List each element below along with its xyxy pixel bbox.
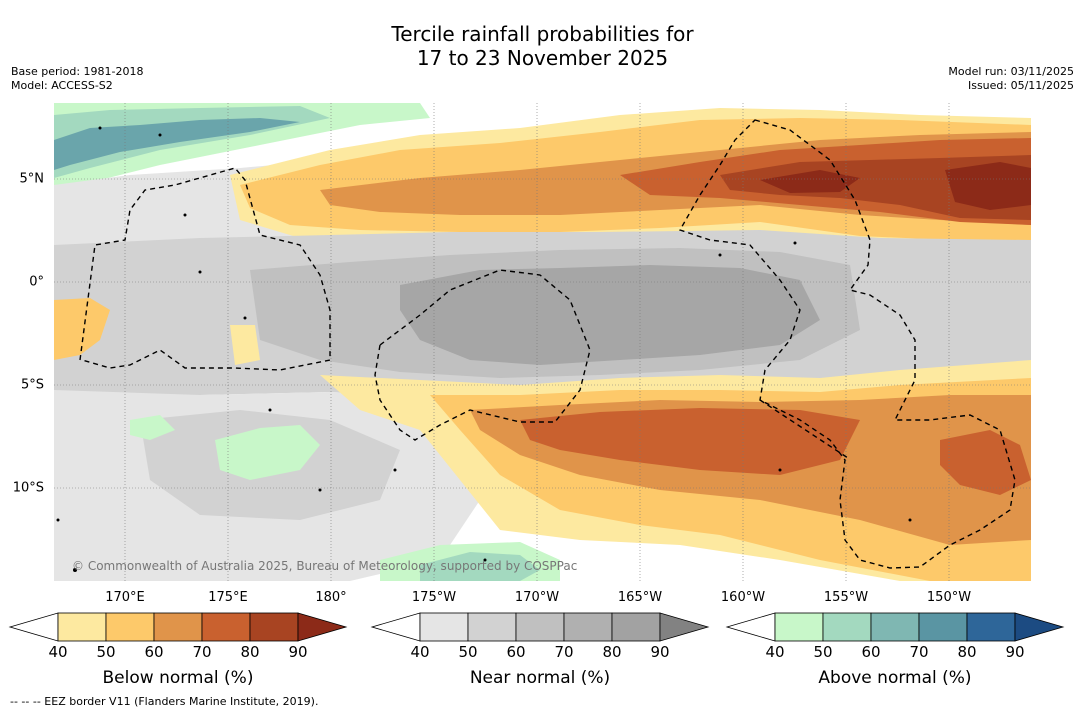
lat-label-eq: 0°: [29, 274, 44, 290]
cb3-tick: 50: [813, 643, 833, 661]
cb3-tick: 80: [957, 643, 977, 661]
lat-label-10s: 10°S: [12, 480, 44, 496]
near-normal-region-central-core: [400, 265, 820, 365]
cb1-tick: 60: [144, 643, 164, 661]
cb2-high-arrow: [659, 612, 710, 642]
cb1-low-arrow: [8, 612, 59, 642]
lon-label-170w: 170°W: [514, 590, 560, 605]
below-normal-patch-west: [54, 298, 110, 360]
lat-label-5s: 5°S: [20, 377, 44, 393]
below-normal-band-south-strong: [520, 408, 1031, 495]
grid-lines: [54, 103, 1031, 581]
map-area: © Commonwealth of Australia 2025, Bureau…: [54, 103, 1031, 581]
above-normal-patch-south-bottom-core: [420, 552, 540, 581]
cb2-tick: 50: [458, 643, 478, 661]
colorbar-title-below-normal: Below normal (%): [102, 668, 254, 688]
map-title: Tercile rainfall probabilities for 17 to…: [0, 22, 1085, 70]
model-name: Model: ACCESS-S2: [11, 79, 113, 92]
cb2-tick: 60: [506, 643, 526, 661]
above-normal-patch-south-west: [215, 425, 320, 480]
lon-label-155w: 155°W: [823, 590, 869, 605]
lon-label-170e: 170°E: [105, 590, 145, 605]
cb3-tick: 40: [765, 643, 785, 661]
lon-label-165w: 165°W: [617, 590, 663, 605]
cb3-tick: 90: [1005, 643, 1025, 661]
eez-footnote: -- -- -- EEZ border V11 (Flanders Marine…: [10, 695, 319, 708]
meta-right: Model run: 03/11/2025 Issued: 05/11/2025: [948, 65, 1074, 93]
below-normal-patch-west-2: [230, 325, 260, 365]
lon-label-150w: 150°W: [926, 590, 972, 605]
colorbar-above-normal: [725, 612, 1065, 642]
eez-borders: [79, 119, 1016, 569]
colorbar-title-near-normal: Near normal (%): [469, 668, 611, 688]
cb2-low-arrow: [370, 612, 421, 642]
model-run: Model run: 03/11/2025: [948, 65, 1074, 78]
copyright-notice: © Commonwealth of Australia 2025, Bureau…: [72, 559, 577, 573]
eez-border-kiribati-gilbert: [79, 167, 331, 371]
colorbar-near-normal: [370, 612, 710, 642]
issued-date: Issued: 05/11/2025: [967, 79, 1074, 92]
cb3-high-arrow: [1014, 612, 1065, 642]
above-normal-region-north-core: [54, 118, 300, 170]
cb1-tick: 70: [192, 643, 212, 661]
cb2-tick: 70: [554, 643, 574, 661]
title-line-2: 17 to 23 November 2025: [416, 46, 669, 70]
lon-label-175w: 175°W: [411, 590, 457, 605]
cb1-tick: 80: [240, 643, 260, 661]
cb3-low-arrow: [725, 612, 776, 642]
cb3-tick: 60: [861, 643, 881, 661]
cb2-tick: 40: [410, 643, 430, 661]
lon-label-175e: 175°E: [208, 590, 248, 605]
below-normal-band-north-peak: [760, 162, 1031, 210]
cb3-tick: 70: [909, 643, 929, 661]
lon-label-180: 180°: [315, 590, 347, 605]
colorbar-below-normal: [8, 612, 348, 642]
base-period: Base period: 1981-2018: [11, 65, 144, 78]
cb1-tick: 50: [96, 643, 116, 661]
meta-left: Base period: 1981-2018 Model: ACCESS-S2: [11, 65, 143, 93]
cb1-high-arrow: [297, 612, 348, 642]
colorbar-title-above-normal: Above normal (%): [818, 668, 972, 688]
above-normal-patch-small: [130, 415, 175, 440]
lon-label-160w: 160°W: [720, 590, 766, 605]
title-line-1: Tercile rainfall probabilities for: [391, 22, 694, 46]
cb1-tick: 40: [48, 643, 68, 661]
island-markers: [56, 126, 912, 572]
cb1-tick: 90: [288, 643, 308, 661]
cb2-tick: 80: [602, 643, 622, 661]
lat-label-5n: 5°N: [19, 171, 45, 187]
cb2-tick: 90: [650, 643, 670, 661]
